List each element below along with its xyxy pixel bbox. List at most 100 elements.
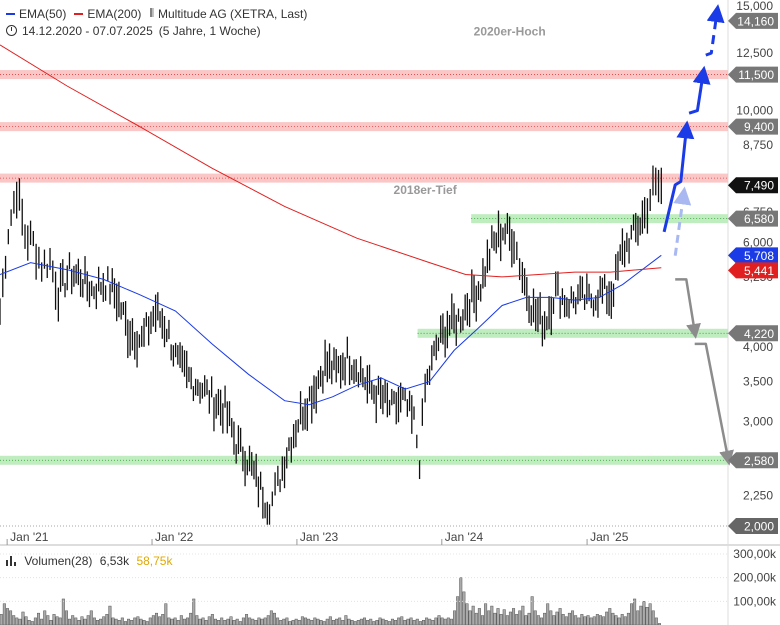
projection-arrow <box>705 4 725 57</box>
volume-bar <box>192 598 196 625</box>
volume-bar <box>434 617 438 625</box>
volume-value: 6,53k <box>99 554 130 568</box>
volume-bar <box>577 617 581 625</box>
volume-bar <box>245 614 249 625</box>
volume-bar <box>474 612 478 625</box>
volume-bar <box>83 618 87 625</box>
volume-bar <box>462 591 466 625</box>
volume-bar <box>654 617 658 625</box>
x-tick-label: Jan '25 <box>590 530 629 544</box>
volume-bar <box>130 620 134 625</box>
price-badge-text: 5,708 <box>744 249 774 263</box>
volume-bar <box>55 616 59 625</box>
volume-bar <box>598 615 602 625</box>
price-badge-black: 7,490 <box>728 177 778 194</box>
volume-bar <box>52 614 56 625</box>
volume-tick-label: 300,00k <box>733 547 777 561</box>
volume-bar <box>139 618 143 625</box>
volume-bar <box>418 621 422 625</box>
volume-bar <box>539 617 543 625</box>
instrument-name: Multitude AG (XETRA, Last) <box>157 6 308 21</box>
price-badge-bg <box>728 452 778 469</box>
volume-bar <box>512 608 516 625</box>
volume-bar <box>86 615 90 625</box>
ema200-swatch <box>74 12 84 15</box>
volume-bar <box>235 618 239 625</box>
volume-bar <box>58 617 62 625</box>
price-badge-plain: 2,000 <box>728 518 778 534</box>
period-range[interactable]: 14.12.2020 - 07.07.2025 <box>22 23 153 38</box>
volume-bar <box>226 618 230 625</box>
price-badge-bg <box>728 325 778 342</box>
ema200-label[interactable]: EMA(200) <box>87 6 142 21</box>
zone-layer <box>0 70 728 527</box>
volume-bar <box>431 620 435 625</box>
volume-bar <box>251 618 255 625</box>
volume-bar <box>182 618 186 625</box>
volume-bar <box>549 610 553 625</box>
volume-bar <box>276 617 280 625</box>
volume-bar <box>291 620 295 625</box>
ema50-label[interactable]: EMA(50) <box>19 6 67 21</box>
volume-bar <box>161 614 165 625</box>
volume-bar <box>279 620 283 625</box>
volume-bar <box>238 621 242 625</box>
x-tick-label: Jan '23 <box>300 530 339 544</box>
volume-bar <box>505 615 509 625</box>
volume-bar <box>319 620 323 625</box>
volume-bar <box>468 610 472 625</box>
volume-bar <box>403 620 407 625</box>
volume-bar <box>61 598 65 625</box>
price-badge-text: 5,441 <box>744 264 774 278</box>
volume-bar <box>369 618 373 625</box>
volume-bar <box>179 615 183 625</box>
volume-bar <box>409 617 413 625</box>
x-axis: Jan '21 Jan '22 Jan '23 Jan '24 Jan '25 <box>6 530 629 545</box>
volume-bar <box>136 616 140 625</box>
volume-bar <box>151 615 155 625</box>
volume-label[interactable]: Volumen(28) <box>24 554 93 568</box>
volume-bar <box>487 610 491 625</box>
volume-bar <box>580 614 584 625</box>
volume-bar <box>46 615 50 625</box>
volume-bar <box>313 617 317 625</box>
volume-bar <box>406 618 410 625</box>
volume-bar <box>390 618 394 625</box>
volume-bar <box>484 603 488 625</box>
volume-bar <box>148 617 152 625</box>
volume-bar <box>574 615 578 625</box>
volume-bar <box>37 612 41 625</box>
volume-bar <box>412 620 416 625</box>
volume-bar <box>571 610 575 625</box>
y-tick-label: 10,000 <box>736 104 773 118</box>
volume-bar <box>33 617 37 625</box>
volume-bar <box>453 610 457 625</box>
volume-bar <box>241 617 245 625</box>
volume-bar <box>626 612 630 625</box>
volume-bar <box>111 617 115 625</box>
volume-bar <box>400 616 404 625</box>
x-tick-label: Jan '22 <box>155 530 194 544</box>
volume-bar <box>307 618 311 625</box>
volume-bar <box>480 615 484 625</box>
volume-bar <box>114 618 118 625</box>
volume-bar <box>387 621 391 625</box>
volume-bar <box>477 608 481 625</box>
volume-bar <box>530 596 534 625</box>
volume-bar <box>595 614 599 625</box>
volume-bar <box>397 617 401 625</box>
price-badge-bg <box>728 210 778 227</box>
annotations: 2020er-Hoch 2018er-Tief <box>394 24 546 197</box>
projection-arrow <box>662 120 695 233</box>
clock-icon <box>6 25 17 36</box>
volume-bar <box>592 616 596 625</box>
volume-bar <box>167 617 171 625</box>
volume-bar <box>89 610 93 625</box>
price-badge-grey: 9,400 <box>728 118 778 135</box>
price-badge-grey: 4,220 <box>728 325 778 342</box>
price-badge-bg <box>728 518 778 534</box>
volume-bar <box>384 620 388 625</box>
volume-bar <box>68 618 72 625</box>
volume-bar <box>92 617 96 625</box>
volume-bar <box>589 617 593 625</box>
